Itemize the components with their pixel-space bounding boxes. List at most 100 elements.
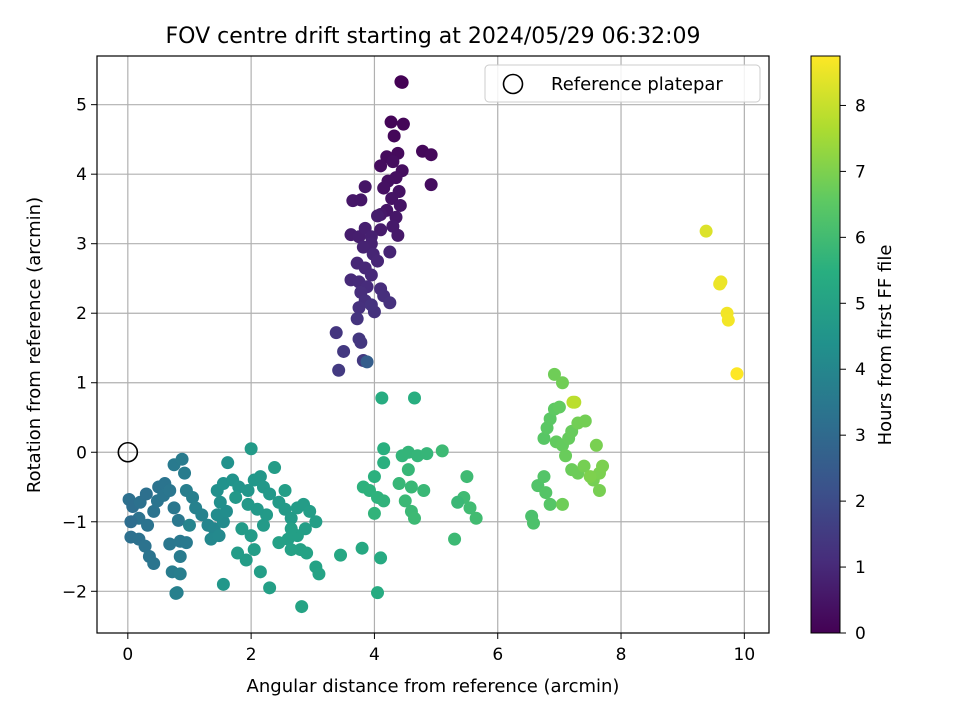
scatter-point (537, 470, 551, 484)
scatter-point (235, 522, 249, 536)
scatter-point (404, 480, 418, 494)
scatter-point (552, 400, 566, 414)
colorbar-tick-label: 6 (855, 228, 866, 248)
scatter-point (371, 209, 385, 223)
scatter-point (256, 518, 270, 532)
legend: Reference platepar (484, 64, 761, 103)
scatter-point (387, 129, 401, 143)
scatter-point (730, 367, 744, 381)
scatter-point (247, 543, 261, 557)
scatter-point (212, 529, 226, 543)
scatter-point (398, 494, 412, 508)
scatter-point (195, 508, 209, 522)
x-tick-label: 2 (246, 645, 257, 665)
scatter-point (364, 268, 378, 282)
scatter-point (352, 301, 366, 315)
scatter-point (173, 550, 187, 564)
scatter-point (526, 516, 540, 530)
colorbar (810, 55, 841, 634)
colorbar-tick-label: 8 (855, 96, 866, 116)
scatter-point (241, 483, 255, 497)
scatter-point (163, 537, 177, 551)
scatter-point (138, 539, 152, 553)
scatter-point (213, 495, 227, 509)
scatter-point (268, 461, 282, 475)
scatter-point (309, 515, 323, 529)
y-tick-label: 3 (76, 235, 87, 255)
y-tick-label: 4 (76, 165, 87, 185)
scatter-point (375, 391, 389, 405)
colorbar-tick-label: 4 (855, 360, 866, 380)
y-axis-ticks: −2 −1 0 1 2 3 4 5 (62, 96, 97, 602)
scatter-point (469, 511, 483, 525)
scatter-point (334, 548, 348, 562)
scatter-point (377, 456, 391, 470)
scatter-point (401, 463, 415, 477)
x-tick-label: 4 (369, 645, 380, 665)
scatter-point (377, 494, 391, 508)
scatter-point (424, 148, 438, 162)
scatter-point (417, 483, 431, 497)
colorbar-tick-label: 2 (855, 492, 866, 512)
chart-title: FOV centre drift starting at 2024/05/29 … (166, 24, 701, 49)
scatter-point (592, 483, 606, 497)
scatter-point (312, 567, 326, 581)
scatter-point (721, 313, 735, 327)
scatter-point (186, 490, 200, 504)
scatter-point (547, 367, 561, 381)
scatter-point (303, 504, 317, 518)
scatter-point (147, 556, 161, 570)
scatter-point (577, 459, 591, 473)
scatter-point (284, 522, 298, 536)
scatter-point (171, 513, 185, 527)
scatter-point (374, 159, 388, 173)
scatter-point (244, 442, 258, 456)
scatter-point (231, 546, 245, 560)
scatter-point (295, 600, 309, 614)
legend-label: Reference platepar (551, 74, 723, 95)
scatter-point (284, 511, 298, 525)
scatter-point (699, 224, 713, 238)
scatter-point (141, 518, 155, 532)
scatter-point (167, 501, 181, 515)
scatter-point (371, 254, 385, 268)
colorbar-tick-label: 0 (855, 624, 866, 644)
legend-open-circle-icon (502, 73, 524, 95)
scatter-point (263, 487, 277, 501)
scatter-point (713, 277, 727, 291)
scatter-point (537, 431, 551, 445)
scatter-point (354, 193, 368, 207)
scatter-point (367, 470, 381, 484)
scatter-point (163, 483, 177, 497)
scatter-point (124, 515, 138, 529)
scatter-point (358, 180, 372, 194)
grid-lines (97, 56, 769, 633)
scatter-point (408, 511, 422, 525)
reference-platepar-marker (117, 441, 139, 463)
scatter-point (374, 223, 388, 237)
scatter-point (460, 470, 474, 484)
scatter-point (543, 497, 557, 511)
scatter-point (364, 298, 378, 312)
y-tick-label: 2 (76, 304, 87, 324)
scatter-point (244, 529, 258, 543)
scatter-point (566, 395, 580, 409)
scatter-point (420, 447, 434, 461)
colorbar-tick-label: 5 (855, 294, 866, 314)
scatter-point (393, 198, 407, 212)
y-tick-label: 5 (76, 96, 87, 116)
scatter-point (559, 449, 573, 463)
scatter-point (216, 577, 230, 591)
scatter-point (448, 532, 462, 546)
scatter-point (589, 438, 603, 452)
plot-frame (96, 55, 770, 634)
scatter-point (221, 456, 235, 470)
scatter-point (356, 240, 370, 254)
scatter-point (272, 536, 286, 550)
x-tick-label: 10 (734, 645, 756, 665)
scatter-point (354, 335, 368, 349)
scatter-point (463, 501, 477, 515)
x-tick-label: 6 (492, 645, 503, 665)
